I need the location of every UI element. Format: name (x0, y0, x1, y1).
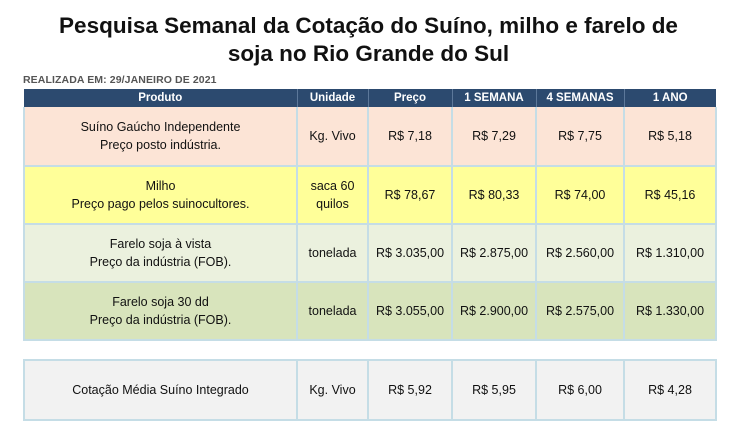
semana1-cell: R$ 5,95 (451, 359, 537, 421)
produto-detail: Preço da indústria (FOB). (89, 313, 232, 327)
unidade-line-2: quilos (316, 197, 349, 211)
header-4-semanas: 4 SEMANAS (535, 89, 624, 107)
ano1-cell: R$ 4,28 (623, 359, 717, 421)
unidade-cell: tonelada (297, 224, 369, 283)
preco-cell: R$ 3.035,00 (368, 224, 453, 283)
header-1-semana: 1 SEMANA (451, 89, 536, 107)
ano1-cell: R$ 5,18 (624, 107, 717, 167)
semana1-cell: R$ 2.900,00 (452, 282, 537, 341)
preco-cell: R$ 3.055,00 (368, 282, 453, 341)
produto-detail: Preço posto indústria. (100, 138, 221, 152)
ano1-cell: R$ 1.310,00 (624, 224, 717, 283)
unidade-cell: Kg. Vivo (296, 359, 369, 421)
semana1-cell: R$ 80,33 (452, 166, 537, 225)
preco-cell: R$ 78,67 (368, 166, 453, 225)
preco-cell: R$ 7,18 (368, 107, 453, 167)
unidade-line-1: saca 60 (310, 179, 355, 193)
header-unidade: Unidade (296, 89, 368, 107)
ano1-cell: R$ 45,16 (624, 166, 717, 225)
header-1-ano: 1 ANO (623, 89, 716, 107)
title-line-1: Pesquisa Semanal da Cotação do Suíno, mi… (59, 13, 678, 38)
ano1-cell: R$ 1.330,00 (624, 282, 717, 341)
semanas4-cell: R$ 2.575,00 (536, 282, 625, 341)
semanas4-cell: R$ 74,00 (536, 166, 625, 225)
table-header-row: Produto Unidade Preço 1 SEMANA 4 SEMANAS… (24, 89, 716, 107)
integrado-table: Cotação Média Suíno Integrado Kg. Vivo R… (23, 359, 717, 421)
produto-cell: Farelo soja à vista Preço da indústria (… (23, 224, 298, 283)
semana1-cell: R$ 2.875,00 (452, 224, 537, 283)
header-produto: Produto (24, 89, 297, 107)
survey-date: REALIZADA EM: 29/JANEIRO DE 2021 (23, 74, 217, 86)
produto-name: Farelo soja à vista (109, 237, 212, 251)
produto-detail: Preço da indústria (FOB). (89, 255, 232, 269)
table-row: Milho Preço pago pelos suinocultores. sa… (23, 166, 717, 225)
table-row: Farelo soja à vista Preço da indústria (… (23, 224, 717, 283)
table-row: Suíno Gaúcho Independente Preço posto in… (23, 107, 717, 167)
produto-name: Farelo soja 30 dd (112, 295, 209, 309)
produto-name: Milho (145, 179, 176, 193)
preco-cell: R$ 5,92 (367, 359, 453, 421)
unidade-cell: tonelada (297, 282, 369, 341)
produto-cell: Farelo soja 30 dd Preço da indústria (FO… (23, 282, 298, 341)
produto-cell: Suíno Gaúcho Independente Preço posto in… (23, 107, 298, 167)
header-preco: Preço (367, 89, 452, 107)
semanas4-cell: R$ 2.560,00 (536, 224, 625, 283)
semanas4-cell: R$ 7,75 (536, 107, 625, 167)
semana1-cell: R$ 7,29 (452, 107, 537, 167)
table-row: Farelo soja 30 dd Preço da indústria (FO… (23, 282, 717, 341)
semanas4-cell: R$ 6,00 (535, 359, 625, 421)
title-line-2: soja no Rio Grande do Sul (227, 41, 510, 66)
page-title: Pesquisa Semanal da Cotação do Suíno, mi… (0, 12, 737, 68)
produto-name: Suíno Gaúcho Independente (80, 120, 241, 134)
price-table: Produto Unidade Preço 1 SEMANA 4 SEMANAS… (23, 89, 717, 341)
produto-detail: Preço pago pelos suinocultores. (71, 197, 250, 211)
table-row-integrado: Cotação Média Suíno Integrado Kg. Vivo R… (23, 359, 717, 421)
unidade-cell: Kg. Vivo (297, 107, 369, 167)
unidade-cell: saca 60 quilos (297, 166, 369, 225)
produto-cell: Milho Preço pago pelos suinocultores. (23, 166, 298, 225)
produto-cell: Cotação Média Suíno Integrado (23, 359, 298, 421)
